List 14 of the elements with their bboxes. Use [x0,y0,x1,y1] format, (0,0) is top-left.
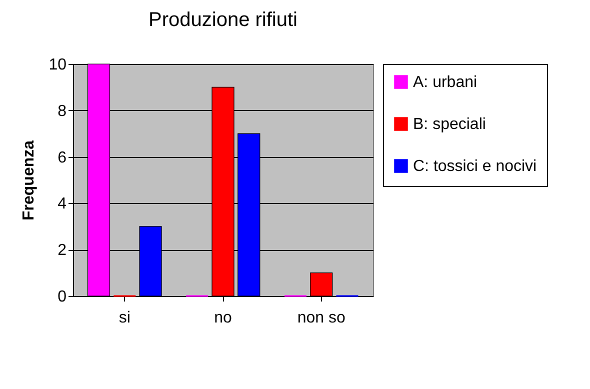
y-tick-label: 8 [58,102,67,120]
y-tick-label: 0 [58,288,67,306]
x-tick-label: no [214,310,232,326]
legend-label: C: tossici e nocivi [413,158,537,175]
y-tick-label: 4 [58,196,67,213]
y-axis-title: Frequenza [20,140,38,221]
y-tick-label: 10 [48,56,67,74]
legend-label: B: speciali [413,116,486,133]
chart-title: Produzione rifiuti [148,9,298,31]
x-tick-label: non so [297,310,346,326]
x-tick-label: si [118,310,130,326]
y-tick-label: 2 [58,242,67,260]
y-tick-label: 6 [58,149,67,166]
legend-label: A: urbani [413,74,478,91]
